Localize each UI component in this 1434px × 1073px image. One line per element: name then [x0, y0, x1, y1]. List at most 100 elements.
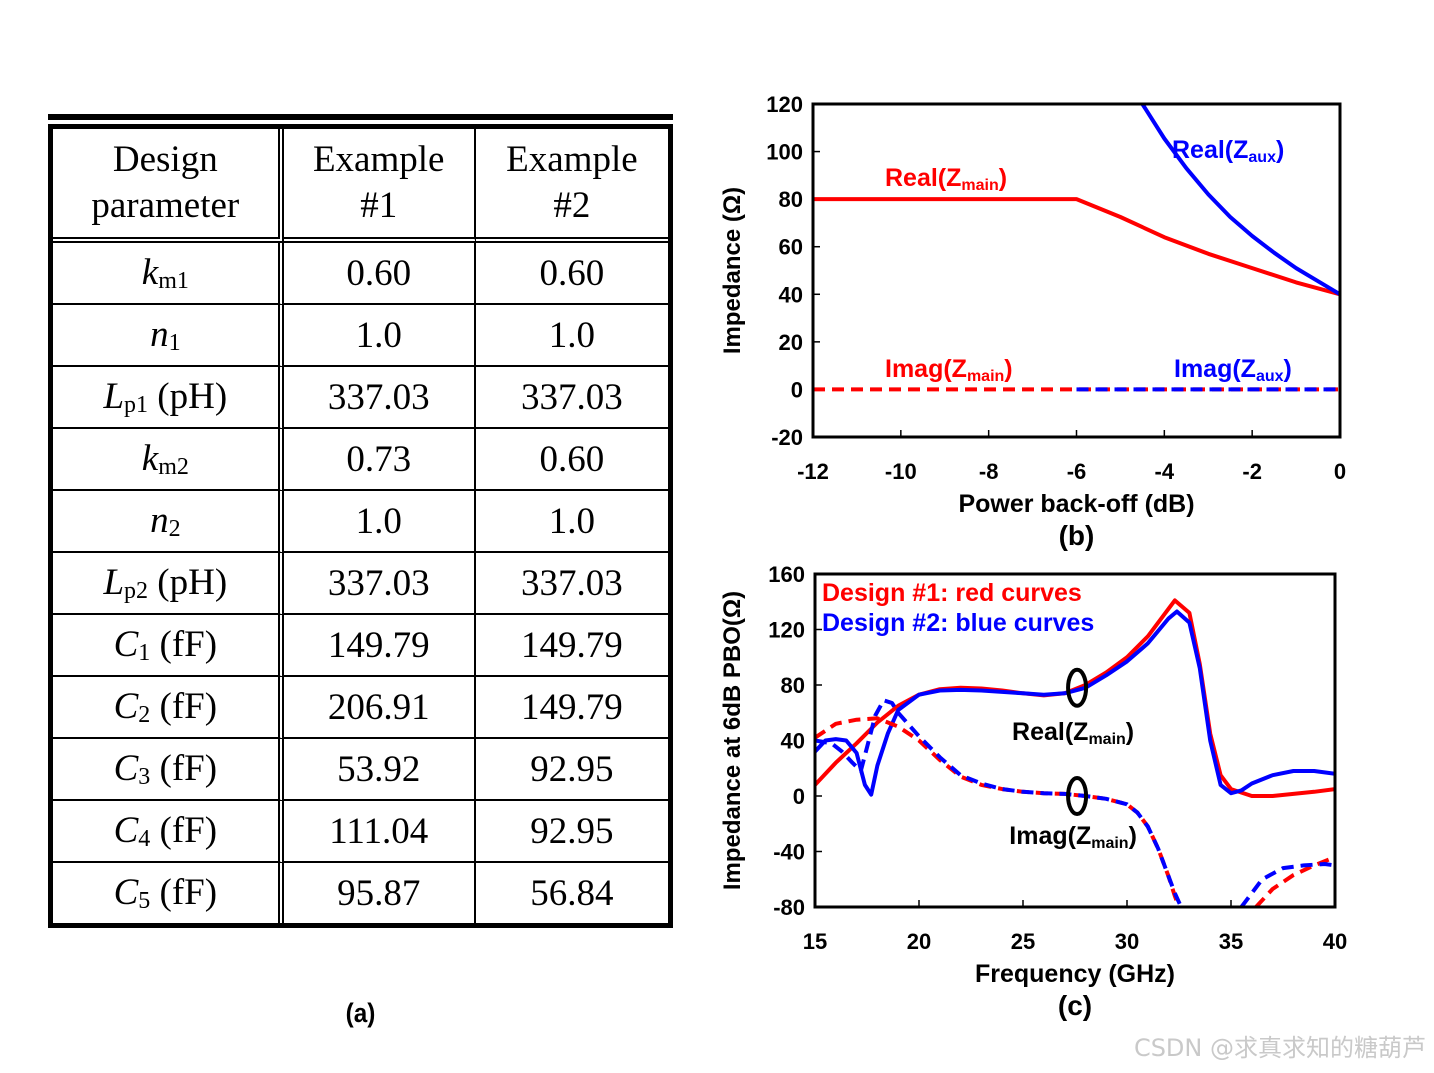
y-tick-label: 120: [768, 618, 805, 643]
param-subscript: 4: [138, 826, 151, 852]
param-unit: (fF): [150, 748, 218, 789]
param-name-cell: C2 (fF): [53, 677, 284, 739]
table-header-row: Design parameter Example #1 Example #2: [53, 129, 668, 243]
example-1-value: 337.03: [283, 367, 476, 429]
example-1-value: 337.03: [283, 553, 476, 615]
param-name-cell: C1 (fF): [53, 615, 284, 677]
annotation-label-sub: main: [1091, 835, 1128, 852]
legend-design-1: Design #1: red curves: [822, 579, 1082, 607]
y-tick-label: -40: [773, 840, 805, 865]
param-symbol: n: [150, 314, 169, 355]
header-design-parameter: Design parameter: [53, 129, 284, 243]
series-label: Imag(Zaux): [1174, 355, 1292, 385]
example-2-value: 149.79: [475, 677, 668, 739]
table-body: km1 0.60 0.60 n1 1.0 1.0 Lp1 (pH) 337.03 337.03 k…: [53, 243, 668, 923]
param-unit: (pH): [148, 562, 228, 603]
series-group: [815, 598, 1335, 907]
example-1-value: 0.60: [283, 243, 476, 305]
param-name-cell: n2: [53, 491, 284, 553]
example-2-value: 1.0: [475, 305, 668, 367]
y-axis-label: Impedance (Ω): [719, 187, 746, 354]
series-label-sub: aux: [1248, 149, 1276, 166]
series-label-close: ): [1276, 136, 1284, 164]
y-tick-label: -20: [771, 425, 803, 450]
example-1-value: 0.73: [283, 429, 476, 491]
annotation-label-close: ): [1129, 822, 1137, 850]
example-2-value: 56.84: [530, 872, 614, 914]
example-2-value: 1.0: [475, 491, 668, 553]
param-symbol: n: [150, 500, 169, 541]
caption-a: (a): [345, 998, 376, 1028]
param-symbol: C: [113, 624, 139, 665]
param-subscript: 5: [138, 888, 151, 914]
x-tick-label: 25: [1011, 929, 1035, 954]
table-row: n2 1.0 1.0: [53, 491, 668, 553]
param-symbol: C: [113, 686, 139, 727]
series-label-close: ): [999, 164, 1007, 192]
example-2-value: 92.95: [475, 739, 668, 801]
plot-frame: [813, 572, 1337, 909]
param-subscript: m2: [158, 454, 189, 480]
example-2-value: 149.79: [475, 615, 668, 677]
series-label: Real(Zmain): [885, 164, 1007, 194]
table-row: C3 (fF) 53.92 92.95: [53, 739, 668, 801]
param-symbol: C: [113, 810, 139, 851]
plot-frame: [811, 102, 1342, 439]
param-symbol: L: [103, 562, 125, 603]
example-2-value: 0.60: [475, 243, 668, 305]
x-tick-label: -4: [1155, 459, 1175, 484]
example-1-value: 206.91: [283, 677, 476, 739]
param-name-cell: C3 (fF): [53, 739, 284, 801]
param-symbol: k: [141, 438, 159, 479]
impedance-vs-frequency-chart: 15 20 25 30 35 40 -80 -40 0 40 80 120 160 Frequency (…: [719, 562, 1347, 1021]
x-tick-label: 40: [1323, 929, 1347, 954]
header-example-2: Example #2: [475, 129, 668, 243]
example-1-value: 111.04: [283, 801, 476, 863]
param-subscript: m1: [158, 268, 189, 294]
y-tick-label: 120: [766, 92, 803, 117]
param-subscript: p2: [124, 578, 149, 604]
example-2-value: 92.95: [475, 801, 668, 863]
example-1-value: 53.92: [283, 739, 476, 801]
x-tick-label: 15: [803, 929, 827, 954]
param-subscript: 1: [168, 330, 181, 356]
y-tick-label: 100: [766, 140, 803, 165]
parameter-table-frame: Design parameter Example #1 Example #2 k…: [48, 114, 673, 928]
y-axis-label: Impedance at 6dB PBO(Ω): [719, 591, 746, 890]
table-row: n1 1.0 1.0: [53, 305, 668, 367]
series-label-base: Imag(Z: [1174, 355, 1256, 383]
y-tick-label: 0: [791, 377, 803, 402]
table-row: C1 (fF) 149.79 149.79: [53, 615, 668, 677]
annotation-label-close: ): [1126, 718, 1134, 746]
example-2-value: 337.03: [475, 553, 668, 615]
table-row: C2 (fF) 206.91 149.79: [53, 677, 668, 739]
series-line-0: [813, 197, 1340, 297]
x-axis-label: Power back-off (dB): [958, 490, 1194, 518]
x-tick-label: 20: [907, 929, 931, 954]
param-unit: (fF): [150, 810, 218, 851]
param-unit: (fF): [150, 686, 218, 727]
x-tick-label: -2: [1242, 459, 1262, 484]
y-tick-label: 60: [779, 235, 803, 260]
example-1-value: 1.0: [283, 305, 476, 367]
series-label-base: Real(Z: [885, 164, 961, 192]
series-group: [813, 104, 1340, 392]
table-row: C5 (fF) 95.87 56.84: [53, 863, 668, 923]
param-unit: (pH): [148, 376, 228, 417]
table-row: C4 (fF) 111.04 92.95: [53, 801, 668, 863]
y-tick-label: 80: [779, 187, 803, 212]
table-row: Lp1 (pH) 337.03 337.03: [53, 367, 668, 429]
param-subscript: 3: [138, 764, 151, 790]
series-line-1: [815, 609, 1335, 797]
header-line: Example: [506, 139, 638, 180]
param-subscript: 1: [138, 640, 151, 666]
chart-caption: (b): [1059, 520, 1095, 551]
example-1-value: 1.0: [283, 491, 476, 553]
param-symbol: C: [113, 748, 139, 789]
y-tick-label: 40: [779, 282, 803, 307]
example-1-value: 95.87: [284, 863, 476, 923]
y-tick-label: 160: [768, 562, 805, 587]
param-symbol: C: [113, 872, 139, 913]
annotation-label-base: Imag(Z: [1009, 822, 1091, 850]
watermark: CSDN @求真求知的糖葫芦: [1133, 1034, 1426, 1062]
